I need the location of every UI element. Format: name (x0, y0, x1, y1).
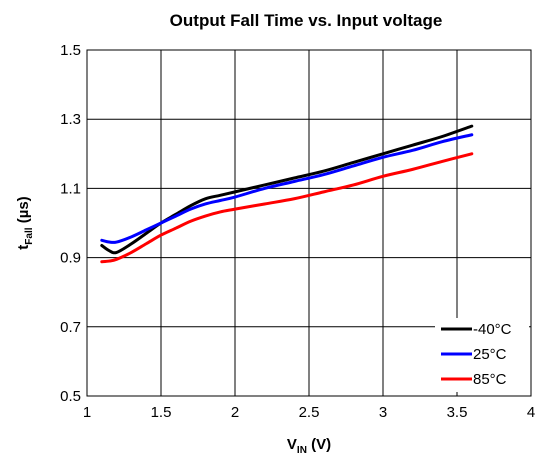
y-axis-label-unit: (µs) (15, 196, 32, 227)
y-tick-label: 1.3 (60, 111, 81, 128)
x-axis-label-main: V (287, 436, 297, 453)
y-tick-label: 1.5 (60, 42, 81, 59)
x-axis-label-unit: (V) (307, 436, 331, 453)
series-line-2 (100, 152, 474, 264)
series-line-0 (100, 124, 474, 255)
y-tick-label: 0.9 (60, 250, 81, 267)
y-tick-label: 0.7 (60, 319, 81, 336)
x-tick-label: 2 (231, 404, 239, 421)
legend-label-0: -40°C (473, 321, 512, 338)
x-tick-label: 1.5 (151, 404, 172, 421)
legend-label-1: 25°C (473, 346, 507, 363)
x-axis-label-subscript: IN (297, 445, 307, 456)
y-axis-label: tFall (µs) (15, 196, 35, 249)
y-tick-label: 1.1 (60, 180, 81, 197)
plot-frame (86, 49, 532, 397)
x-tick-label: 3 (379, 404, 387, 421)
x-tick-label: 1 (83, 404, 91, 421)
x-tick-label: 3.5 (447, 404, 468, 421)
x-tick-label: 2.5 (299, 404, 320, 421)
legend: -40°C 25°C 85°C (441, 321, 512, 388)
chart-title: Output Fall Time vs. Input voltage (170, 11, 443, 30)
x-axis-label: VIN (V) (287, 436, 331, 456)
y-axis-ticks: 0.5 0.7 0.9 1.1 1.3 1.5 (60, 42, 81, 405)
x-axis-ticks: 1 1.5 2 2.5 3 3.5 4 (83, 404, 535, 421)
series-lines (100, 124, 474, 264)
legend-label-2: 85°C (473, 371, 507, 388)
y-axis-label-main: t (15, 245, 32, 250)
y-axis-label-subscript: Fall (24, 227, 35, 244)
x-tick-label: 4 (527, 404, 535, 421)
series-line-1 (100, 133, 474, 244)
y-tick-label: 0.5 (60, 388, 81, 405)
